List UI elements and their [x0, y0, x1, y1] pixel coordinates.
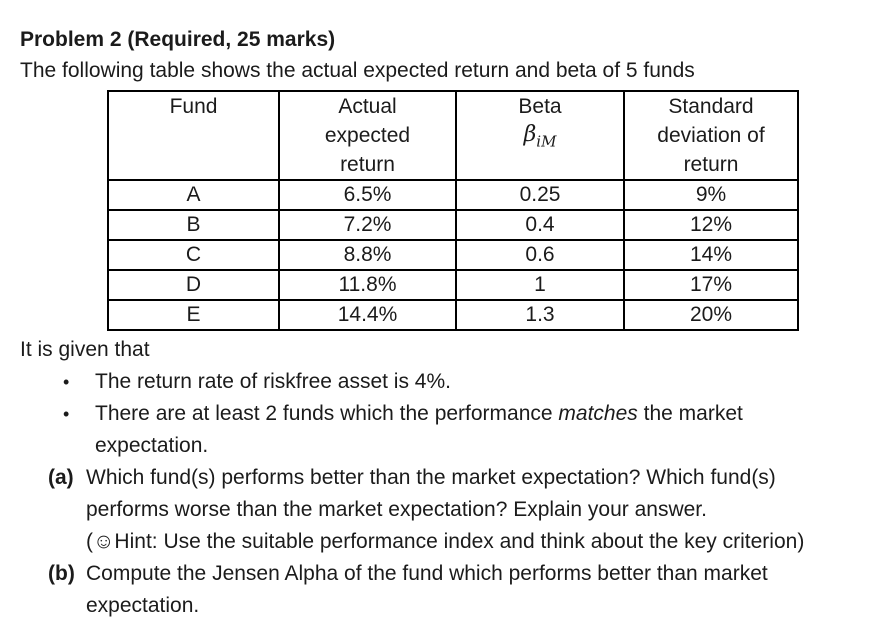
std-cell: 12%	[623, 209, 799, 241]
fund-cell: D	[107, 269, 280, 301]
table-row: B 7.2% 0.4 12%	[107, 209, 799, 241]
item-a: (a) Which fund(s) performs better than t…	[20, 462, 863, 494]
return-cell: 11.8%	[278, 269, 457, 301]
beta-subscript: iM	[536, 132, 557, 151]
problem-title: Problem 2 (Required, 25 marks)	[20, 28, 336, 51]
std-cell: 9%	[623, 179, 799, 211]
fund-cell: C	[107, 239, 280, 271]
table-row: C 8.8% 0.6 14%	[107, 239, 799, 271]
item-a-hint: (☺Hint: Use the suitable performance ind…	[86, 530, 805, 553]
header-line: expected	[324, 124, 411, 147]
beta-cell: 1	[455, 269, 625, 301]
header-line: deviation of	[657, 124, 765, 147]
return-cell: 8.8%	[278, 239, 457, 271]
beta-cell: 0.25	[455, 179, 625, 211]
std-cell: 20%	[623, 299, 799, 331]
fund-cell: A	[107, 179, 280, 211]
table-row: D 11.8% 1 17%	[107, 269, 799, 301]
bullet-text: The return rate of riskfree asset is 4%.	[95, 370, 451, 393]
header-line: return	[683, 153, 739, 176]
table-header-row: Fund Actual expected return Beta βiM Sta…	[107, 90, 799, 181]
italic-word: matches	[558, 402, 638, 425]
beta-cell: 1.3	[455, 299, 625, 331]
fund-cell: B	[107, 209, 280, 241]
fund-cell: E	[107, 299, 280, 331]
bullet-text: There are at least 2 funds which the per…	[95, 402, 743, 425]
std-cell: 17%	[623, 269, 799, 301]
item-a-text-line1: Which fund(s) performs better than the m…	[86, 466, 776, 489]
header-line: Standard	[668, 95, 754, 118]
table-row: A 6.5% 0.25 9%	[107, 179, 799, 211]
return-cell: 6.5%	[278, 179, 457, 211]
item-b: (b) Compute the Jensen Alpha of the fund…	[20, 558, 863, 590]
col-header-actual-return: Actual expected return	[278, 90, 457, 181]
item-a-marker: (a)	[48, 466, 74, 489]
header-line: Fund	[169, 95, 218, 118]
col-header-std-dev: Standard deviation of return	[623, 90, 799, 181]
bullet-continuation: expectation.	[95, 434, 209, 457]
beta-symbol: β	[523, 122, 537, 147]
beta-cell: 0.6	[455, 239, 625, 271]
item-b-text-line1: Compute the Jensen Alpha of the fund whi…	[86, 562, 768, 585]
item-b-text-line2: expectation.	[86, 594, 200, 617]
given-intro: It is given that	[20, 338, 150, 361]
bullet-marker: •	[63, 372, 70, 392]
header-line: return	[340, 153, 395, 176]
col-header-beta: Beta βiM	[455, 90, 625, 181]
bullet-item-matches: • There are at least 2 funds which the p…	[20, 398, 863, 430]
header-line: Actual	[338, 95, 397, 118]
intro-text: The following table shows the actual exp…	[20, 59, 695, 82]
beta-cell: 0.4	[455, 209, 625, 241]
return-cell: 7.2%	[278, 209, 457, 241]
header-line: Beta	[518, 95, 562, 118]
return-cell: 14.4%	[278, 299, 457, 331]
bullet-item-riskfree: • The return rate of riskfree asset is 4…	[20, 366, 863, 398]
funds-table: Fund Actual expected return Beta βiM Sta…	[107, 90, 799, 331]
item-b-marker: (b)	[48, 562, 75, 585]
std-cell: 14%	[623, 239, 799, 271]
beta-formula: βiM	[457, 121, 623, 155]
table-row: E 14.4% 1.3 20%	[107, 299, 799, 331]
col-header-fund: Fund	[107, 90, 280, 181]
bullet-marker: •	[63, 404, 70, 424]
item-a-text-line2: performs worse than the market expectati…	[86, 498, 707, 521]
